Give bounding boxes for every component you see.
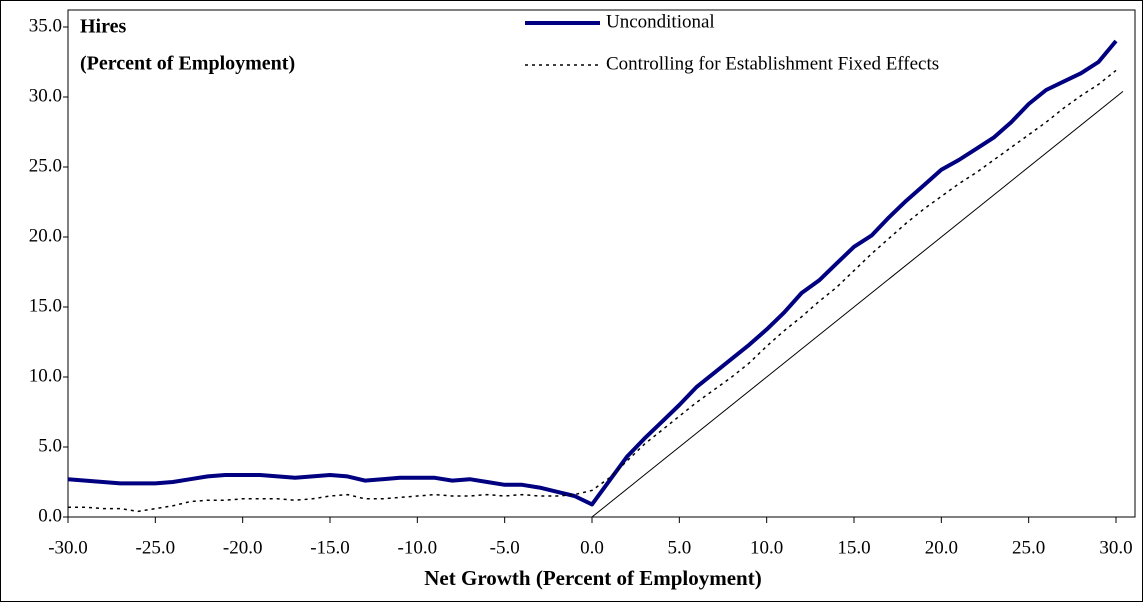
y-tick-label: 35.0 [29,15,62,36]
y-tick-label: 30.0 [29,85,62,106]
x-tick-label: 10.0 [750,537,783,558]
x-tick-label: -25.0 [136,537,176,558]
legend-label: Unconditional [606,11,715,32]
x-tick-label: 15.0 [837,537,870,558]
x-tick-label: -5.0 [490,537,520,558]
x-tick-label: 25.0 [1012,537,1045,558]
legend-label: Controlling for Establishment Fixed Effe… [606,53,939,74]
y-tick-label: 15.0 [29,295,62,316]
x-tick-label: 5.0 [667,537,691,558]
plot-border [67,9,1136,518]
x-tick-label: -15.0 [310,537,350,558]
chart-title: Hires [80,16,127,38]
chart-title: (Percent of Employment) [80,53,295,75]
x-tick-label: 0.0 [580,537,604,558]
y-tick-label: 10.0 [29,365,62,386]
x-tick-label: 30.0 [1099,537,1132,558]
y-tick-label: 5.0 [38,435,62,456]
x-axis-label: Net Growth (Percent of Employment) [424,566,761,590]
y-tick-label: 0.0 [38,505,62,526]
x-tick-label: -20.0 [223,537,263,558]
x-tick-label: -30.0 [48,537,88,558]
y-tick-label: 25.0 [29,155,62,176]
x-tick-label: -10.0 [398,537,438,558]
data-line [67,39,1118,507]
data-line [68,69,1117,513]
x-tick-label: 20.0 [925,537,958,558]
data-line [591,91,1124,518]
y-tick-label: 20.0 [29,225,62,246]
